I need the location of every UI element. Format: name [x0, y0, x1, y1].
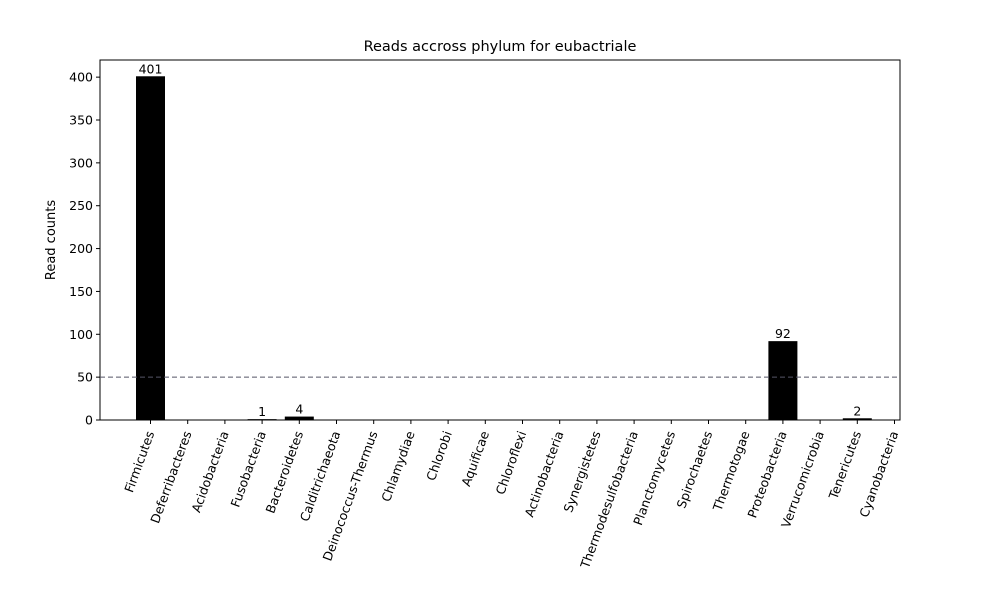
x-tick-label: Chlamydiae [378, 429, 418, 504]
x-tick-label: Bacteroidetes [262, 429, 306, 515]
bar-firmicutes [136, 76, 165, 421]
data-label-bacteroidetes: 4 [295, 402, 303, 417]
x-axis: FirmicutesDeferribacteresAcidobacteriaFu… [121, 420, 901, 571]
bar-fusobacteria [247, 419, 277, 420]
bar-bacteroidetes [284, 416, 314, 420]
bars-group [136, 76, 872, 421]
bar-tenericutes [842, 418, 872, 420]
data-labels-group: 401 1 4 92 2 [139, 61, 862, 419]
bar-proteobacteria [768, 341, 798, 420]
x-tick-label: Spirochaetes [673, 429, 715, 510]
x-tick-label: Chloroflexi [492, 429, 529, 497]
x-tick-label: Proteobacteria [744, 429, 789, 520]
x-tick-label: Fusobacteria [227, 429, 268, 509]
y-tick-label: 200 [69, 241, 93, 256]
y-tick-label: 400 [69, 70, 93, 85]
y-tick-label: 0 [85, 413, 93, 428]
x-tick-label: Chlorobi [423, 429, 455, 483]
y-axis: 0 50 100 150 200 250 300 350 400 [69, 70, 100, 428]
chart-title: Reads accross phylum for eubactriale [364, 39, 637, 55]
x-tick-label: Tenericutes [825, 429, 864, 502]
x-tick-label: Actinobacteria [521, 429, 566, 519]
data-label-proteobacteria: 92 [775, 326, 791, 341]
plot-area [99, 59, 901, 421]
y-tick-label: 150 [69, 284, 93, 299]
y-tick-label: 100 [69, 327, 93, 342]
x-tick-label: Aquificae [458, 429, 492, 489]
x-tick-label: Deferribacteres [147, 429, 194, 525]
data-label-tenericutes: 2 [853, 403, 861, 418]
x-tick-label: Cyanobacteria [856, 429, 901, 519]
x-tick-label: Acidobacteria [188, 429, 231, 515]
y-tick-label: 350 [69, 113, 93, 128]
y-tick-label: 50 [77, 370, 93, 385]
y-tick-label: 250 [69, 198, 93, 213]
data-label-fusobacteria: 1 [258, 404, 266, 419]
y-tick-label: 300 [69, 155, 93, 170]
x-tick-label: Synergistetes [560, 429, 603, 514]
x-tick-label: Thermotogae [709, 429, 752, 514]
data-label-firmicutes: 401 [139, 61, 163, 76]
x-tick-label: Firmicutes [121, 429, 157, 494]
y-axis-label: Read counts [44, 200, 59, 280]
